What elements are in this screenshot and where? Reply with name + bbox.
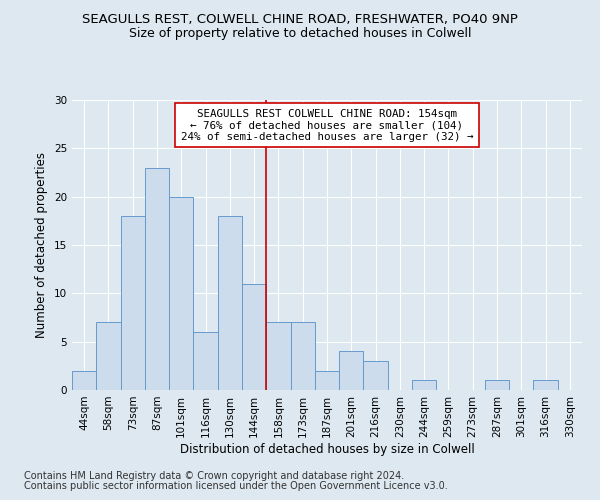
Text: SEAGULLS REST COLWELL CHINE ROAD: 154sqm
← 76% of detached houses are smaller (1: SEAGULLS REST COLWELL CHINE ROAD: 154sqm… [181, 108, 473, 142]
Text: Size of property relative to detached houses in Colwell: Size of property relative to detached ho… [129, 28, 471, 40]
Bar [242, 284, 266, 390]
Bar [315, 370, 339, 390]
Bar [72, 370, 96, 390]
Bar [169, 196, 193, 390]
Text: Contains public sector information licensed under the Open Government Licence v3: Contains public sector information licen… [24, 481, 448, 491]
Bar [266, 322, 290, 390]
Bar [364, 361, 388, 390]
Text: Contains HM Land Registry data © Crown copyright and database right 2024.: Contains HM Land Registry data © Crown c… [24, 471, 404, 481]
X-axis label: Distribution of detached houses by size in Colwell: Distribution of detached houses by size … [179, 442, 475, 456]
Bar [412, 380, 436, 390]
Bar [218, 216, 242, 390]
Bar [193, 332, 218, 390]
Bar [485, 380, 509, 390]
Bar [96, 322, 121, 390]
Bar [145, 168, 169, 390]
Text: SEAGULLS REST, COLWELL CHINE ROAD, FRESHWATER, PO40 9NP: SEAGULLS REST, COLWELL CHINE ROAD, FRESH… [82, 12, 518, 26]
Y-axis label: Number of detached properties: Number of detached properties [35, 152, 49, 338]
Bar [533, 380, 558, 390]
Bar [121, 216, 145, 390]
Bar [339, 352, 364, 390]
Bar [290, 322, 315, 390]
